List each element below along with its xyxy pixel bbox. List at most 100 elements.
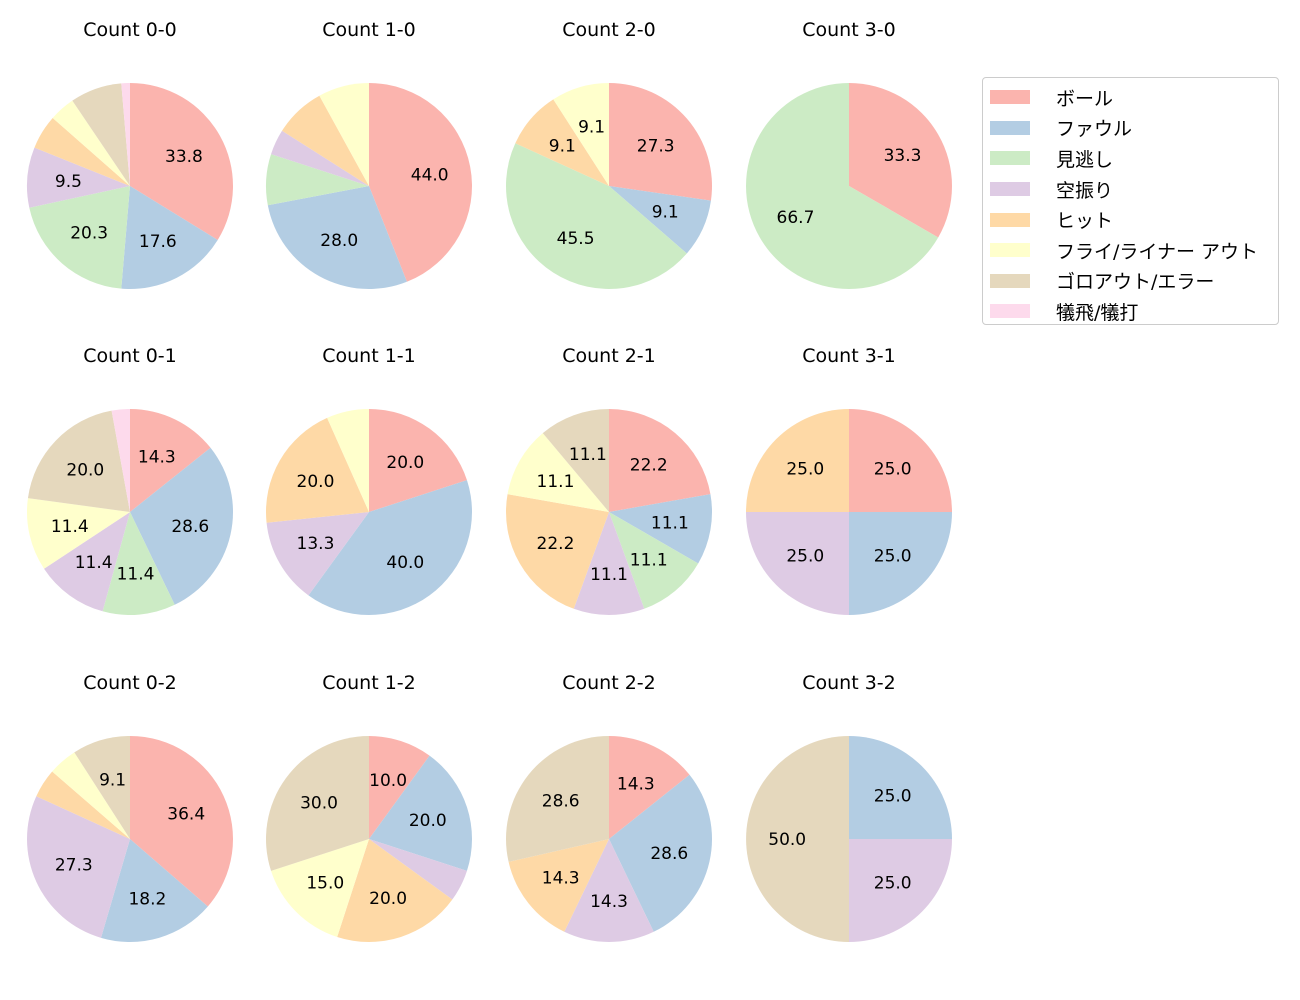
slice-2 [745, 83, 939, 289]
slice-label: 11.4 [75, 553, 113, 573]
legend-swatch [990, 182, 1030, 197]
slice-6 [72, 83, 130, 186]
slice-7 [121, 83, 130, 186]
slice-label: 28.0 [320, 231, 358, 251]
slice-0 [369, 736, 430, 839]
slice-5 [553, 83, 609, 186]
slice-4 [34, 117, 130, 186]
legend-item: 犠飛/犠打 [990, 296, 1278, 327]
slice-4 [36, 771, 130, 839]
slice-label: 14.3 [138, 447, 176, 467]
pie-count-3-1: Count 3-1 25.0 25.0 25.0 25.0 [746, 345, 952, 615]
slice-6 [27, 410, 130, 512]
slice-4 [266, 417, 369, 523]
slice-3 [746, 512, 849, 615]
legend-label: 空振り [1056, 179, 1114, 202]
slice-4 [282, 95, 369, 186]
slice-label: 9.1 [549, 137, 576, 157]
pie-count-0-1: Count 0-114.328.611.411.411.420.0 [27, 345, 234, 615]
slice-label: 9.5 [55, 172, 82, 192]
slice-label: 11.1 [630, 550, 668, 570]
slice-label: 25.0 [874, 874, 912, 894]
legend-item: ヒット [990, 204, 1278, 235]
slice-1 [369, 755, 472, 871]
slice-0 [369, 83, 472, 282]
slice-1 [100, 839, 208, 942]
slice-0 [130, 83, 234, 241]
slice-5 [271, 839, 369, 937]
legend-swatch [990, 151, 1030, 166]
slice-label: 30.0 [300, 794, 338, 814]
legend-swatch [990, 243, 1030, 258]
slice-2 [102, 512, 175, 615]
legend-item: ボール [990, 82, 1278, 113]
legend-swatch [990, 304, 1030, 319]
slice-0 [369, 409, 467, 512]
pie-title: Count 1-0 [322, 19, 416, 41]
slice-label: 15.0 [306, 874, 344, 894]
slice-1 [308, 480, 472, 615]
slice-7 [111, 409, 130, 512]
slice-label: 25.0 [874, 459, 912, 479]
slice-label: 20.0 [369, 889, 407, 909]
slice-label: 36.4 [167, 804, 205, 824]
pie-title: Count 1-2 [322, 672, 416, 694]
legend-label: 犠飛/犠打 [1056, 301, 1139, 324]
legend-label: フライ/ライナー アウト [1056, 240, 1259, 263]
slice-0 [130, 409, 211, 512]
slice-0 [849, 83, 952, 238]
slice-5 [52, 752, 131, 839]
pie-count-1-2: Count 1-210.020.020.015.030.0 [265, 672, 472, 942]
slice-label: 10.0 [369, 771, 407, 791]
slice-5 [52, 100, 130, 186]
slice-4 [505, 494, 609, 609]
slice-4 [515, 99, 609, 186]
slice-label: 25.0 [874, 547, 912, 567]
slice-label: 11.4 [51, 517, 89, 537]
slice-label: 28.6 [650, 844, 688, 864]
pie-title: Count 0-1 [83, 345, 177, 367]
slice-label: 33.8 [165, 147, 203, 167]
slice-label: 20.3 [70, 223, 108, 243]
pie-title: Count 2-1 [562, 345, 656, 367]
pie-count-2-0: Count 2-027.39.145.59.19.1 [506, 19, 712, 289]
slice-label: 25.0 [786, 547, 824, 567]
slice-0 [609, 736, 690, 839]
slice-3 [369, 839, 467, 900]
slice-label: 20.0 [66, 460, 104, 480]
slice-label: 40.0 [386, 553, 424, 573]
pie-title: Count 3-0 [802, 19, 896, 41]
slice-1 [121, 186, 218, 289]
legend-item: ファウル [990, 113, 1278, 144]
slice-1 [849, 512, 952, 615]
slice-label: 11.4 [117, 565, 155, 585]
pie-count-0-0: Count 0-0 33.8 17.6 20.3 9.5 [26, 19, 234, 289]
slice-label: 20.0 [297, 472, 335, 492]
slice-3 [849, 839, 952, 942]
legend-swatch [990, 273, 1030, 288]
slice-label: 44.0 [411, 165, 449, 185]
pie-title: Count 2-2 [562, 672, 656, 694]
pie-title: Count 1-1 [322, 345, 416, 367]
slice-4 [746, 409, 849, 512]
pie-count-1-1: Count 1-1 20.0 40.0 13.3 20.0 [266, 345, 472, 615]
legend-swatch [990, 120, 1030, 135]
slice-label: 9.1 [99, 771, 126, 791]
slice-0 [609, 83, 712, 201]
slice-1 [609, 186, 711, 254]
legend-label: ゴロアウト/エラー [1056, 271, 1215, 294]
legend-item: ゴロアウト/エラー [990, 266, 1278, 297]
slice-label: 17.6 [139, 232, 177, 252]
pie-title: Count 0-0 [83, 19, 177, 41]
slice-3 [573, 512, 645, 615]
slice-5 [27, 498, 130, 569]
legend-item: 空振り [990, 174, 1278, 205]
slice-5 [327, 409, 369, 512]
slice-6 [74, 736, 130, 839]
slice-label: 22.2 [537, 534, 575, 554]
slice-6 [265, 736, 369, 871]
slice-4 [337, 839, 453, 942]
slice-label: 50.0 [768, 830, 806, 850]
